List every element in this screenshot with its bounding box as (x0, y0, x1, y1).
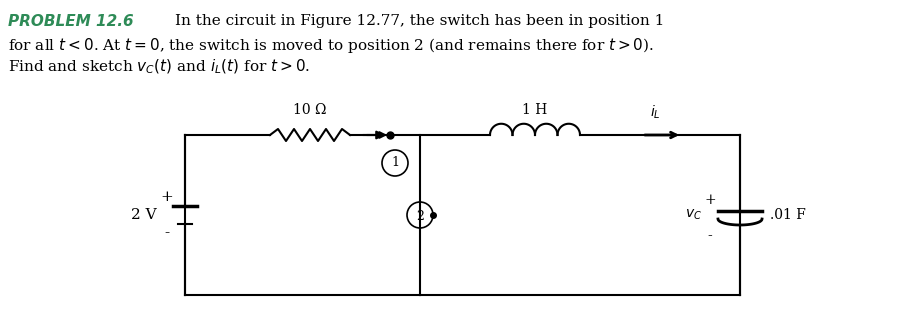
Text: $v_C$: $v_C$ (685, 208, 701, 222)
Text: -: - (707, 229, 711, 243)
Text: In the circuit in Figure 12.77, the switch has been in position 1: In the circuit in Figure 12.77, the swit… (175, 14, 664, 28)
Text: -: - (165, 226, 169, 240)
Text: PROBLEM 12.6: PROBLEM 12.6 (8, 14, 133, 29)
Text: 2: 2 (415, 210, 424, 223)
Text: $i_L$: $i_L$ (649, 104, 660, 121)
Text: 1: 1 (391, 156, 399, 170)
Text: +: + (703, 193, 715, 207)
Text: Find and sketch $v_C(t)$ and $i_L(t)$ for $t > 0$.: Find and sketch $v_C(t)$ and $i_L(t)$ fo… (8, 58, 310, 76)
Text: .01 F: .01 F (769, 208, 805, 222)
Text: 1 H: 1 H (522, 103, 547, 117)
Text: 2 V: 2 V (131, 208, 157, 222)
Text: for all $t < 0$. At $t = 0$, the switch is moved to position 2 (and remains ther: for all $t < 0$. At $t = 0$, the switch … (8, 36, 653, 55)
Text: +: + (161, 190, 173, 204)
Text: 10 Ω: 10 Ω (293, 103, 326, 117)
